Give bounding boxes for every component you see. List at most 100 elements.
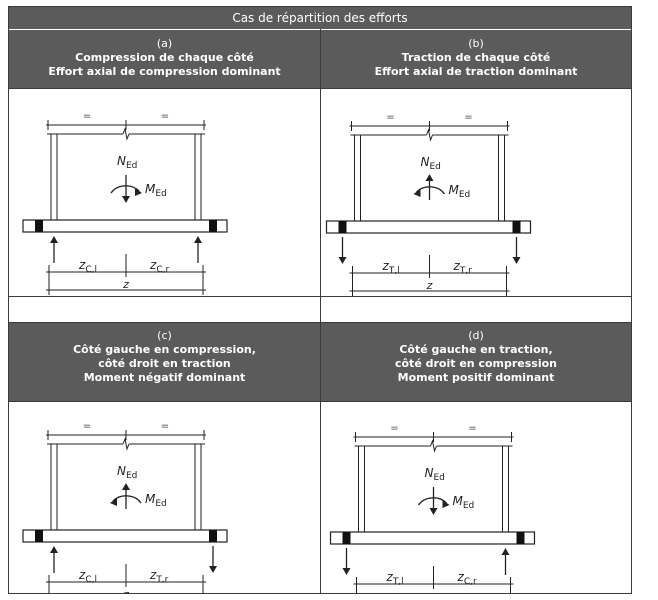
m-ed-label: MEd: [145, 182, 167, 199]
right-column: [194, 133, 202, 221]
equal-mark-left: =: [83, 111, 91, 122]
m-ed-label: MEd: [449, 183, 471, 200]
moment-arc: [417, 497, 447, 506]
column-divider: [320, 29, 321, 593]
left-reaction-arrow-head: [50, 236, 58, 243]
base-plate: [325, 220, 532, 234]
z-total-label: z: [430, 590, 437, 594]
z-total-label: z: [426, 279, 433, 292]
frame-group: = = NEd MEd zT,l zC,r z: [329, 423, 536, 594]
n-ed-label: NEd: [117, 154, 137, 171]
row-divider-2: [9, 296, 631, 297]
right-reaction-arrow-head: [209, 566, 217, 573]
equal-mark-left: =: [386, 112, 394, 123]
moment-arc: [110, 185, 140, 194]
case-a-diagram: = = NEd MEd zC,l zC,r z: [22, 111, 228, 295]
table-title: Cas de répartition des efforts: [9, 7, 631, 29]
left-anchor-block: [35, 220, 43, 232]
moment-arrowhead: [442, 500, 450, 508]
case-a-line-1: Compression de chaque côté: [75, 51, 254, 64]
case-b-diagram: = = NEd MEd zT,l zT,r z: [325, 112, 532, 296]
z-total-label: z: [122, 588, 129, 594]
left-column: [50, 133, 58, 221]
frame-group: = = NEd MEd zT,l zT,r z: [325, 112, 532, 296]
case-b-line-2: Effort axial de traction dominant: [374, 65, 578, 78]
case-c-header: (c) Côté gauche en compression, côté dro…: [9, 323, 320, 401]
z-left-label: zC,l: [78, 568, 97, 585]
right-anchor-block: [209, 220, 217, 232]
base-plate: [22, 219, 228, 233]
right-anchor-block: [516, 532, 525, 544]
case-d-header: (d) Côté gauche en traction, côté droit …: [321, 323, 631, 401]
case-a-label: (a): [156, 37, 173, 50]
right-column: [498, 134, 505, 222]
frame-group: = = NEd MEd zC,l zC,r z: [22, 111, 228, 295]
left-reaction-arrow-head: [338, 257, 347, 264]
break-mark: [426, 128, 433, 142]
left-column: [354, 134, 361, 222]
right-reaction-arrow-head: [501, 548, 510, 555]
break-mark: [122, 127, 130, 141]
moment-arrowhead: [110, 498, 117, 506]
right-reaction-arrow-head: [512, 257, 521, 264]
axial-force-arrow-head: [122, 196, 130, 203]
left-anchor-block: [338, 221, 347, 233]
equal-mark-right: =: [468, 423, 476, 434]
n-ed-label: NEd: [425, 466, 445, 483]
case-d-line-3: Moment positif dominant: [397, 371, 555, 384]
case-b-line-1: Traction de chaque côté: [401, 51, 551, 64]
left-column: [358, 445, 365, 533]
equal-mark-left: =: [83, 421, 91, 432]
case-d-label: (d): [468, 329, 484, 342]
left-reaction-arrow-head: [342, 568, 351, 575]
n-ed-label: NEd: [421, 155, 441, 172]
case-a-line-2: Effort axial de compression dominant: [48, 65, 281, 78]
right-anchor-block: [512, 221, 521, 233]
axial-force-arrow-head: [429, 508, 438, 515]
z-left-label: zC,l: [78, 258, 97, 275]
moment-arrowhead: [135, 188, 142, 196]
case-a-header: (a) Compression de chaque côté Effort ax…: [9, 30, 320, 88]
case-c-line-1: Côté gauche en compression,: [73, 343, 256, 356]
equal-mark-right: =: [161, 421, 169, 432]
left-anchor-block: [342, 532, 351, 544]
base-plate: [329, 531, 536, 545]
case-c-diagram: = = NEd MEd zC,l zT,r z: [22, 421, 228, 594]
m-ed-label: MEd: [145, 492, 167, 509]
row-divider-1: [9, 88, 631, 89]
equal-mark-right: =: [161, 111, 169, 122]
moment-arc: [112, 495, 142, 504]
break-mark: [122, 437, 130, 451]
z-right-label: zT,r: [149, 568, 169, 585]
right-reaction-arrow-head: [194, 236, 202, 243]
equal-mark-right: =: [464, 112, 472, 123]
case-b-label: (b): [468, 37, 484, 50]
row-divider-4: [9, 401, 631, 402]
case-c-line-2: côté droit en traction: [98, 357, 231, 370]
case-c-line-3: Moment négatif dominant: [83, 371, 246, 384]
row-divider-3: [9, 322, 631, 323]
case-d-diagram: = = NEd MEd zT,l zC,r z: [329, 423, 536, 594]
left-column: [50, 443, 58, 531]
axial-force-arrow-head: [425, 174, 434, 181]
z-right-label: zC,r: [149, 258, 169, 275]
axial-force-arrow-head: [122, 483, 130, 490]
right-anchor-block: [209, 530, 217, 542]
moment-arrowhead: [413, 189, 421, 197]
right-column: [194, 443, 202, 531]
frame-group: = = NEd MEd zC,l zT,r z: [22, 421, 228, 594]
distribution-table: Cas de répartition des efforts (a) Compr…: [8, 6, 632, 594]
case-d-line-2: côté droit en compression: [394, 357, 557, 370]
z-right-label: zT,r: [453, 259, 473, 276]
break-mark: [430, 439, 437, 453]
right-column: [502, 445, 509, 533]
m-ed-label: MEd: [453, 494, 475, 511]
moment-arc: [416, 186, 446, 195]
case-b-header: (b) Traction de chaque côté Effort axial…: [321, 30, 631, 88]
n-ed-label: NEd: [117, 464, 137, 481]
z-total-label: z: [122, 278, 129, 291]
left-anchor-block: [35, 530, 43, 542]
z-left-label: zT,l: [386, 570, 404, 587]
case-c-label: (c): [157, 329, 172, 342]
left-reaction-arrow-head: [50, 546, 58, 553]
